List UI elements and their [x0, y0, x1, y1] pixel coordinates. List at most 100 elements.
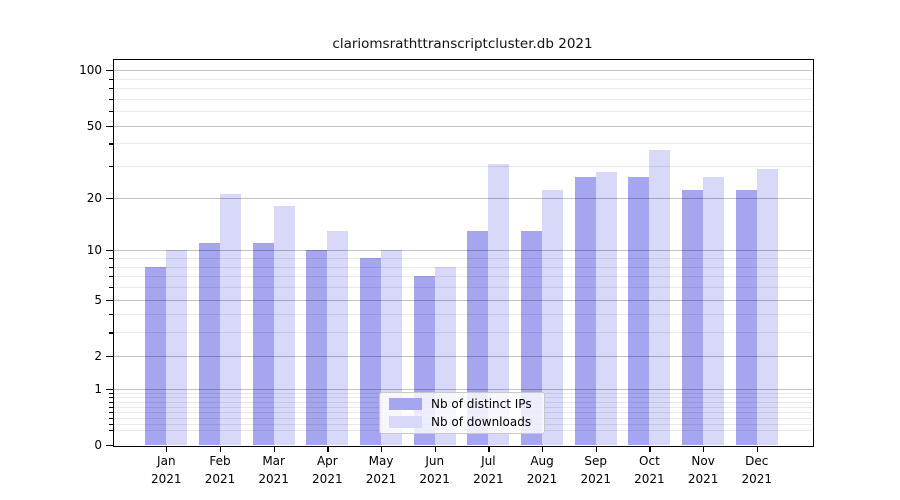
- x-tick-jan-2021: [166, 446, 168, 452]
- y-major-tick-10: [106, 250, 113, 252]
- minor-gridline-70: [114, 98, 812, 100]
- x-tick-sep-2021: [595, 446, 597, 452]
- x-tick-nov-2021: [703, 446, 705, 452]
- minor-gridline-8: [114, 266, 812, 268]
- x-tick-mar-2021: [273, 446, 275, 452]
- y-minor-tick-0.7: [109, 401, 113, 404]
- y-minor-tick-0.6: [109, 406, 113, 409]
- legend: Nb of distinct IPs Nb of downloads: [379, 392, 545, 434]
- y-major-tick-0: [106, 445, 113, 447]
- y-tick-label-1: 1: [94, 381, 102, 396]
- x-tick-jun-2021: [434, 446, 436, 452]
- y-major-tick-100: [106, 70, 113, 72]
- y-minor-tick-0.9: [109, 392, 113, 395]
- x-tick-label-feb-2021: Feb 2021: [204, 454, 236, 486]
- major-gridline-1: [114, 388, 812, 390]
- legend-label-downloads: Nb of downloads: [431, 415, 532, 429]
- x-tick-aug-2021: [542, 446, 544, 452]
- bar-nb-of-distinct-ips-jul-2021: [467, 230, 489, 445]
- x-tick-label-sep-2021: Sep 2021: [580, 454, 611, 486]
- minor-gridline-90: [114, 78, 812, 80]
- y-minor-tick-4: [109, 314, 113, 316]
- bar-nb-of-downloads-mar-2021: [273, 205, 295, 445]
- y-minor-tick-6: [109, 286, 113, 289]
- minor-gridline-3: [114, 332, 812, 334]
- minor-gridline-7: [114, 276, 812, 278]
- y-minor-tick-70: [109, 98, 113, 101]
- x-tick-oct-2021: [649, 446, 651, 452]
- bar-nb-of-distinct-ips-sep-2021: [574, 177, 596, 445]
- y-minor-tick-3: [109, 332, 113, 334]
- major-gridline-5: [114, 299, 812, 301]
- minor-gridline-60: [114, 111, 812, 113]
- y-minor-tick-0.2: [109, 430, 113, 432]
- bar-nb-of-downloads-apr-2021: [327, 230, 349, 445]
- bar-nb-of-distinct-ips-may-2021: [360, 258, 382, 445]
- major-gridline-2: [114, 355, 812, 357]
- y-minor-tick-80: [109, 88, 113, 90]
- major-gridline-10: [114, 250, 812, 252]
- x-tick-jul-2021: [488, 446, 490, 452]
- y-major-tick-20: [106, 197, 113, 199]
- minor-gridline-4: [114, 314, 812, 316]
- y-minor-tick-0.8: [109, 397, 113, 399]
- bar-nb-of-distinct-ips-aug-2021: [521, 230, 543, 445]
- bar-nb-of-distinct-ips-apr-2021: [306, 250, 328, 445]
- y-major-tick-1: [106, 388, 113, 390]
- legend-item-distinct-ips: Nb of distinct IPs: [380, 397, 544, 411]
- minor-gridline-30: [114, 166, 812, 168]
- x-tick-may-2021: [381, 446, 383, 452]
- x-tick-label-mar-2021: Mar 2021: [258, 454, 289, 486]
- x-tick-label-jan-2021: Jan 2021: [151, 454, 182, 486]
- bar-nb-of-distinct-ips-oct-2021: [628, 177, 650, 445]
- bar-nb-of-downloads-aug-2021: [542, 190, 564, 445]
- minor-gridline-9: [114, 258, 812, 260]
- minor-gridline-80: [114, 88, 812, 90]
- major-gridline-50: [114, 125, 812, 127]
- bar-nb-of-downloads-oct-2021: [649, 149, 671, 445]
- minor-gridline-6: [114, 286, 812, 288]
- y-tick-label-0: 0: [94, 438, 102, 452]
- bar-nb-of-downloads-sep-2021: [595, 171, 617, 445]
- legend-label-distinct-ips: Nb of distinct IPs: [431, 397, 532, 411]
- bar-nb-of-downloads-feb-2021: [219, 194, 241, 445]
- bar-nb-of-downloads-jul-2021: [488, 163, 510, 445]
- y-tick-label-10: 10: [86, 243, 102, 258]
- bar-nb-of-downloads-nov-2021: [703, 177, 725, 445]
- y-minor-tick-7: [109, 276, 113, 278]
- x-tick-label-jul-2021: Jul 2021: [473, 454, 504, 486]
- x-tick-label-dec-2021: Dec 2021: [741, 454, 773, 486]
- y-minor-tick-60: [109, 111, 113, 113]
- x-tick-label-apr-2021: Apr 2021: [312, 454, 343, 486]
- x-tick-label-oct-2021: Oct 2021: [634, 454, 665, 486]
- y-minor-tick-40: [109, 143, 113, 145]
- y-tick-label-2: 2: [94, 348, 102, 363]
- x-tick-dec-2021: [756, 446, 758, 452]
- x-tick-label-jun-2021: Jun 2021: [419, 454, 450, 486]
- y-minor-tick-8: [109, 266, 113, 268]
- legend-swatch-downloads: [389, 416, 422, 428]
- y-tick-label-5: 5: [94, 292, 102, 307]
- chart-title: clariomsrathttranscriptcluster.db 2021: [332, 36, 593, 52]
- x-tick-label-nov-2021: Nov 2021: [687, 454, 719, 486]
- bar-nb-of-downloads-jan-2021: [166, 250, 188, 445]
- y-major-tick-2: [106, 355, 113, 357]
- bar-nb-of-distinct-ips-feb-2021: [198, 243, 220, 445]
- y-tick-label-50: 50: [86, 118, 102, 133]
- x-tick-feb-2021: [219, 446, 222, 452]
- y-major-tick-50: [106, 125, 113, 127]
- bar-nb-of-distinct-ips-mar-2021: [252, 243, 274, 445]
- y-minor-tick-90: [109, 78, 113, 80]
- y-tick-label-20: 20: [86, 190, 102, 205]
- legend-swatch-distinct-ips: [389, 398, 422, 410]
- y-minor-tick-30: [109, 166, 113, 168]
- x-tick-apr-2021: [327, 446, 329, 452]
- bar-nb-of-distinct-ips-nov-2021: [682, 190, 704, 445]
- y-tick-label-100: 100: [79, 63, 102, 78]
- major-gridline-100: [114, 70, 812, 72]
- y-minor-tick-0.5: [109, 412, 113, 414]
- bar-nb-of-distinct-ips-dec-2021: [735, 190, 757, 445]
- y-minor-tick-0.4: [109, 417, 113, 419]
- y-minor-tick-0.3: [109, 423, 113, 425]
